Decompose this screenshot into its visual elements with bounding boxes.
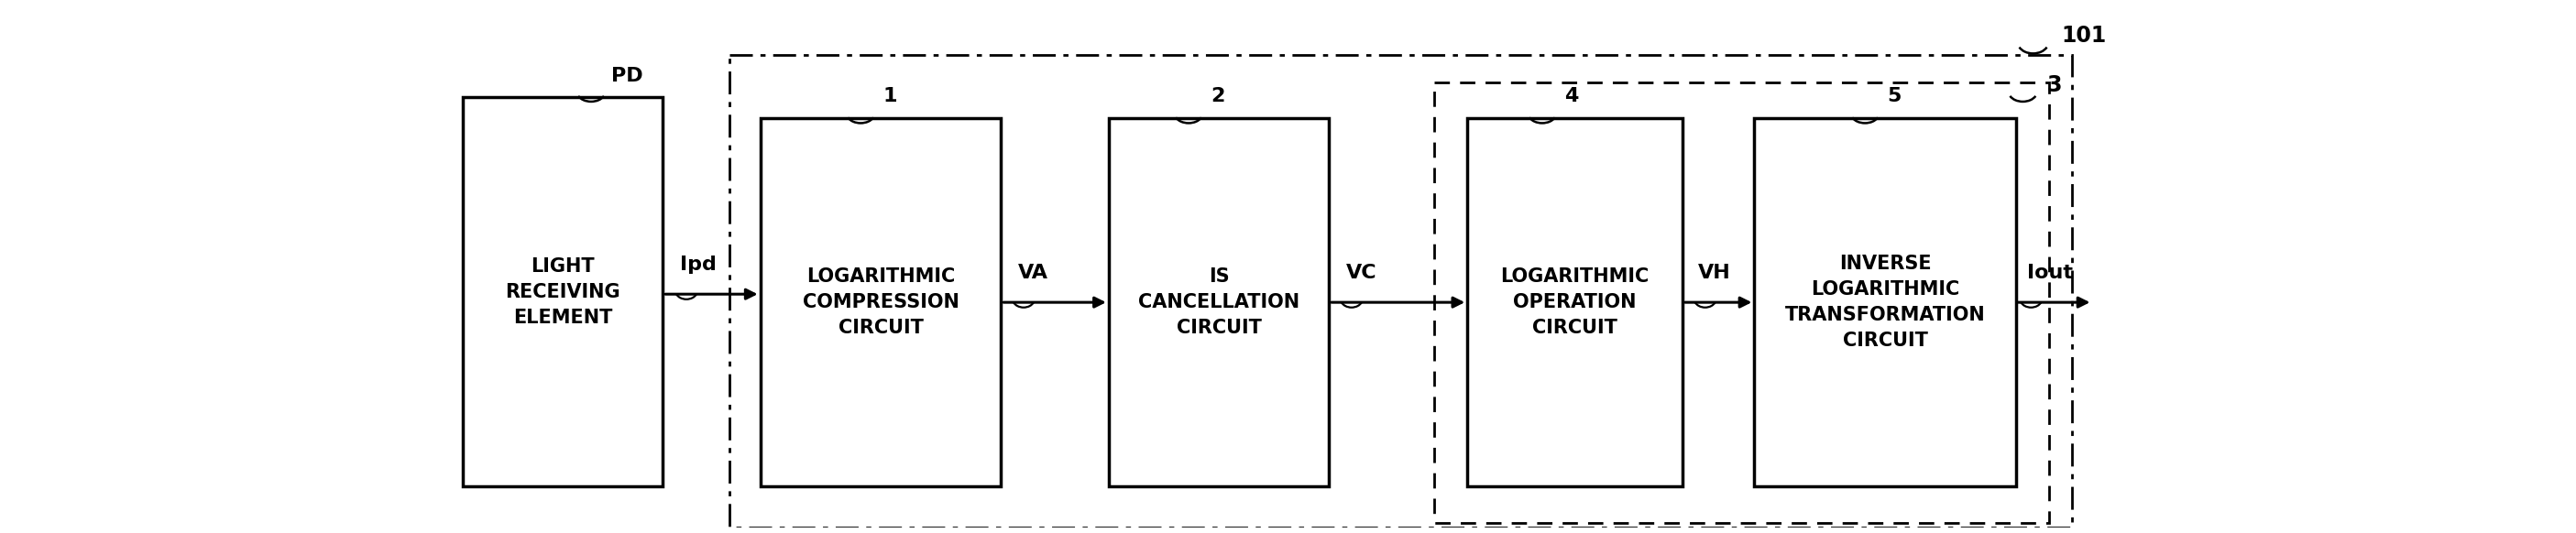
Text: LIGHT
RECEIVING
ELEMENT: LIGHT RECEIVING ELEMENT <box>505 257 621 327</box>
Text: 3: 3 <box>2045 74 2061 96</box>
Text: VA: VA <box>1018 263 1048 282</box>
Text: Ipd: Ipd <box>680 255 716 273</box>
Bar <box>729 54 2071 528</box>
Text: 101: 101 <box>2061 25 2107 47</box>
Text: 5: 5 <box>1888 87 1901 106</box>
Text: Iout: Iout <box>2027 263 2074 282</box>
Text: VC: VC <box>1347 263 1378 282</box>
Bar <box>1435 82 2050 522</box>
Text: LOGARITHMIC
COMPRESSION
CIRCUIT: LOGARITHMIC COMPRESSION CIRCUIT <box>801 268 958 337</box>
Text: VH: VH <box>1698 263 1731 282</box>
Text: IS
CANCELLATION
CIRCUIT: IS CANCELLATION CIRCUIT <box>1139 268 1298 337</box>
Bar <box>1108 118 1329 487</box>
Text: 4: 4 <box>1564 87 1579 106</box>
Bar <box>1468 118 1682 487</box>
Text: INVERSE
LOGARITHMIC
TRANSFORMATION
CIRCUIT: INVERSE LOGARITHMIC TRANSFORMATION CIRCU… <box>1785 255 1986 350</box>
Text: 2: 2 <box>1211 87 1226 106</box>
Bar <box>1754 118 2014 487</box>
Bar <box>760 118 1002 487</box>
Text: 1: 1 <box>884 87 896 106</box>
Text: PD: PD <box>611 67 644 85</box>
Bar <box>464 98 662 487</box>
Text: LOGARITHMIC
OPERATION
CIRCUIT: LOGARITHMIC OPERATION CIRCUIT <box>1502 268 1649 337</box>
